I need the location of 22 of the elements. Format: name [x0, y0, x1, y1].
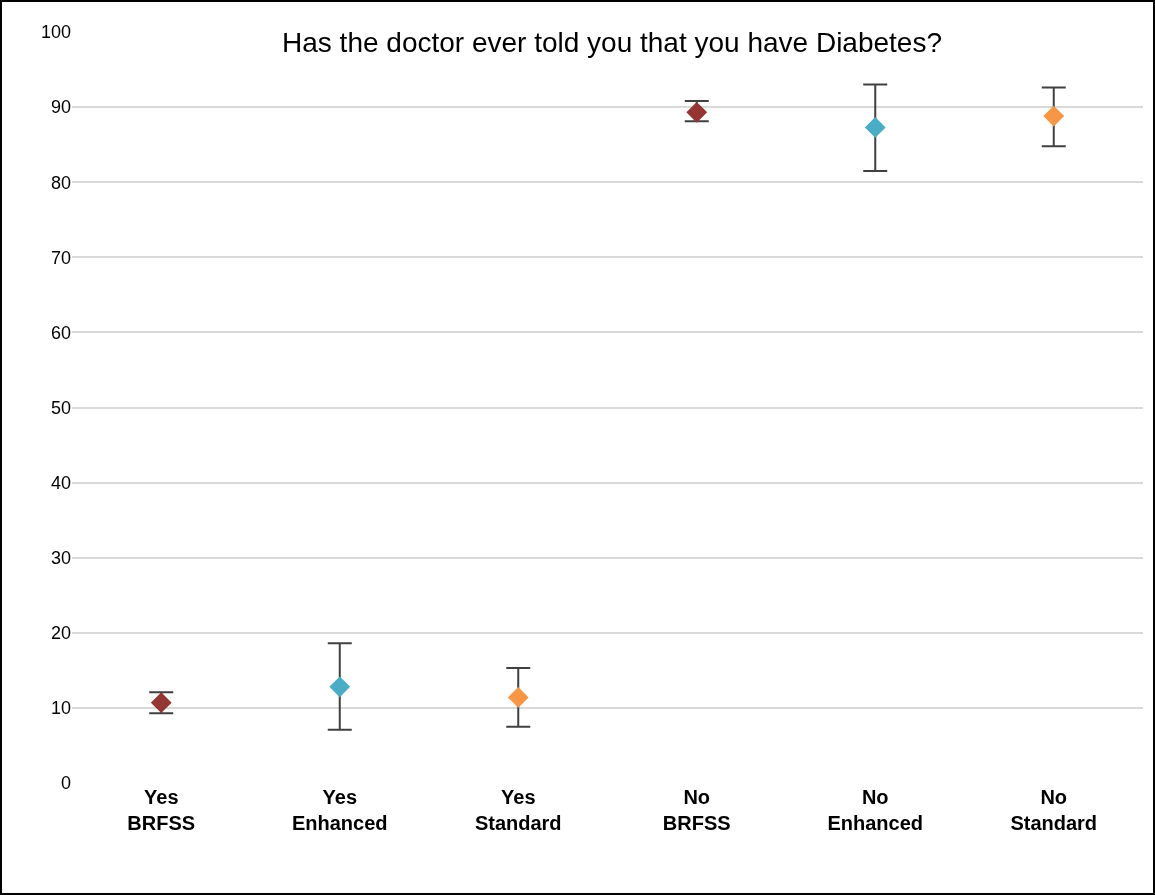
y-tick-label: 0 — [60, 773, 71, 794]
y-tick-label: 50 — [50, 397, 71, 418]
y-tick-label: 100 — [40, 22, 71, 43]
y-tick-label: 10 — [50, 698, 71, 719]
y-tick-label: 40 — [50, 472, 71, 493]
chart-title: Has the doctor ever told you that you have Diabetes? — [282, 26, 943, 58]
y-tick-label: 30 — [50, 548, 71, 568]
x-tick-label: Yes BRFSS — [127, 786, 196, 834]
y-tick-label: 70 — [50, 247, 71, 268]
x-tick-label: No Enhanced — [827, 786, 924, 834]
y-tick-label: 80 — [50, 172, 71, 193]
point — [864, 116, 886, 138]
x-tick-label: No Standard — [1010, 786, 1098, 834]
y-tick-label: 60 — [50, 322, 71, 343]
point — [507, 686, 529, 708]
x-tick-label: No BRFSS — [662, 786, 731, 834]
y-tick-label: 90 — [50, 97, 71, 118]
y-tick-label: 20 — [50, 623, 71, 644]
x-tick-label: Yes Enhanced — [291, 786, 388, 834]
x-tick-label: Yes Standard — [474, 786, 562, 834]
point — [329, 676, 351, 698]
point — [1043, 105, 1065, 127]
